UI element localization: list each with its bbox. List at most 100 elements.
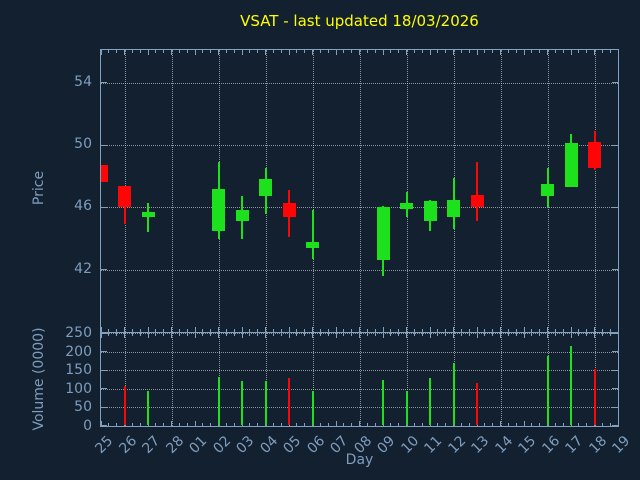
x-tick-mark [413,423,415,426]
x-tick-mark [421,50,423,53]
x-tick-mark [578,329,580,332]
x-tick-mark [210,50,212,53]
x-tick-mark [484,333,486,336]
x-tick-mark [296,333,298,336]
x-tick-mark [108,333,110,336]
price-tick-mark [612,269,618,271]
x-tick-mark [586,329,588,332]
x-tick-mark [578,423,580,426]
volume-tick-mark [612,369,618,371]
x-tick-mark [351,333,353,336]
x-tick-mark [562,333,564,336]
x-tick-mark [131,333,133,336]
x-tick-mark [531,329,533,332]
x-tick-mark [547,50,548,55]
x-tick-mark [272,329,274,332]
x-tick-mark [288,50,290,55]
x-tick-mark [155,50,157,53]
x-tick-mark [171,421,172,426]
day-gridline [500,333,502,426]
x-tick-mark [359,421,360,426]
x-tick-mark [609,329,611,332]
x-tick-mark [194,327,196,332]
x-tick-mark [476,333,478,338]
x-tick-mark [539,333,541,336]
x-tick-mark [304,423,306,426]
day-gridline [406,50,408,332]
x-tick-mark [163,423,165,426]
x-tick-mark [108,423,110,426]
x-tick-mark [437,329,439,332]
price-tick-mark [612,144,618,146]
x-tick-mark [429,50,431,55]
x-tick-mark [288,327,290,332]
x-tick-mark [304,50,306,53]
volume-tick-mark [612,406,618,408]
x-tick-mark [507,333,509,336]
volume-bar-day-11 [429,378,431,425]
day-gridline [594,50,596,332]
x-tick-mark [570,327,572,332]
volume-tick-mark [612,388,618,390]
x-tick-mark [108,329,110,332]
x-tick-mark [515,50,517,53]
x-tick-mark [539,329,541,332]
volume-bar-day-16 [546,356,549,425]
x-tick-mark [343,50,345,53]
x-tick-mark [312,50,313,55]
x-tick-mark [343,333,345,336]
x-tick-mark [398,333,400,336]
x-tick-mark [280,333,282,336]
x-tick-mark [265,50,266,55]
x-tick-mark [101,327,102,332]
x-tick-mark [233,50,235,53]
x-tick-mark [468,333,470,336]
x-tick-mark [484,50,486,53]
x-tick-mark [241,327,243,332]
x-tick-mark [147,50,149,55]
chart-title: VSAT - last updated 18/03/2026 [240,12,479,30]
price-tick-mark [101,144,107,146]
volume-tick-label: 250 [65,325,92,341]
x-tick-mark [257,50,259,53]
x-tick-mark [108,50,110,53]
candlestick-day-05 [282,202,296,217]
price-tick-label: 54 [74,73,92,90]
x-tick-mark [155,423,157,426]
x-tick-mark [523,333,525,338]
x-tick-mark [257,333,259,336]
x-tick-mark [484,423,486,426]
x-tick-mark [101,50,102,55]
x-tick-mark [507,423,509,426]
candlestick-day-11 [423,201,437,222]
x-tick-mark [124,327,125,332]
x-tick-mark [500,333,501,338]
x-tick-mark [241,50,243,55]
x-tick-mark [515,423,517,426]
volume-tick-mark [101,388,107,390]
x-tick-mark [131,329,133,332]
x-tick-mark [335,333,337,338]
x-tick-mark [570,50,572,55]
x-tick-mark [312,333,313,338]
x-tick-mark [374,50,376,53]
x-tick-mark [398,329,400,332]
candlestick-day-27 [141,212,155,217]
x-tick-mark [594,327,595,332]
x-tick-mark [390,333,392,336]
x-tick-mark [374,423,376,426]
x-tick-mark [319,423,321,426]
x-tick-mark [343,423,345,426]
day-gridline [500,50,502,332]
x-tick-mark [547,327,548,332]
price-tick-label: 50 [74,136,92,153]
x-tick-mark [116,50,118,53]
candlestick-day-17 [564,143,578,188]
x-tick-mark [249,333,251,336]
x-tick-mark [554,333,556,336]
volume-bar-day-02 [217,377,220,425]
volume-tick-label: 100 [65,380,92,397]
x-tick-mark [413,50,415,53]
volume-tick-label: 0 [83,418,92,434]
volume-bar-day-12 [452,362,455,425]
